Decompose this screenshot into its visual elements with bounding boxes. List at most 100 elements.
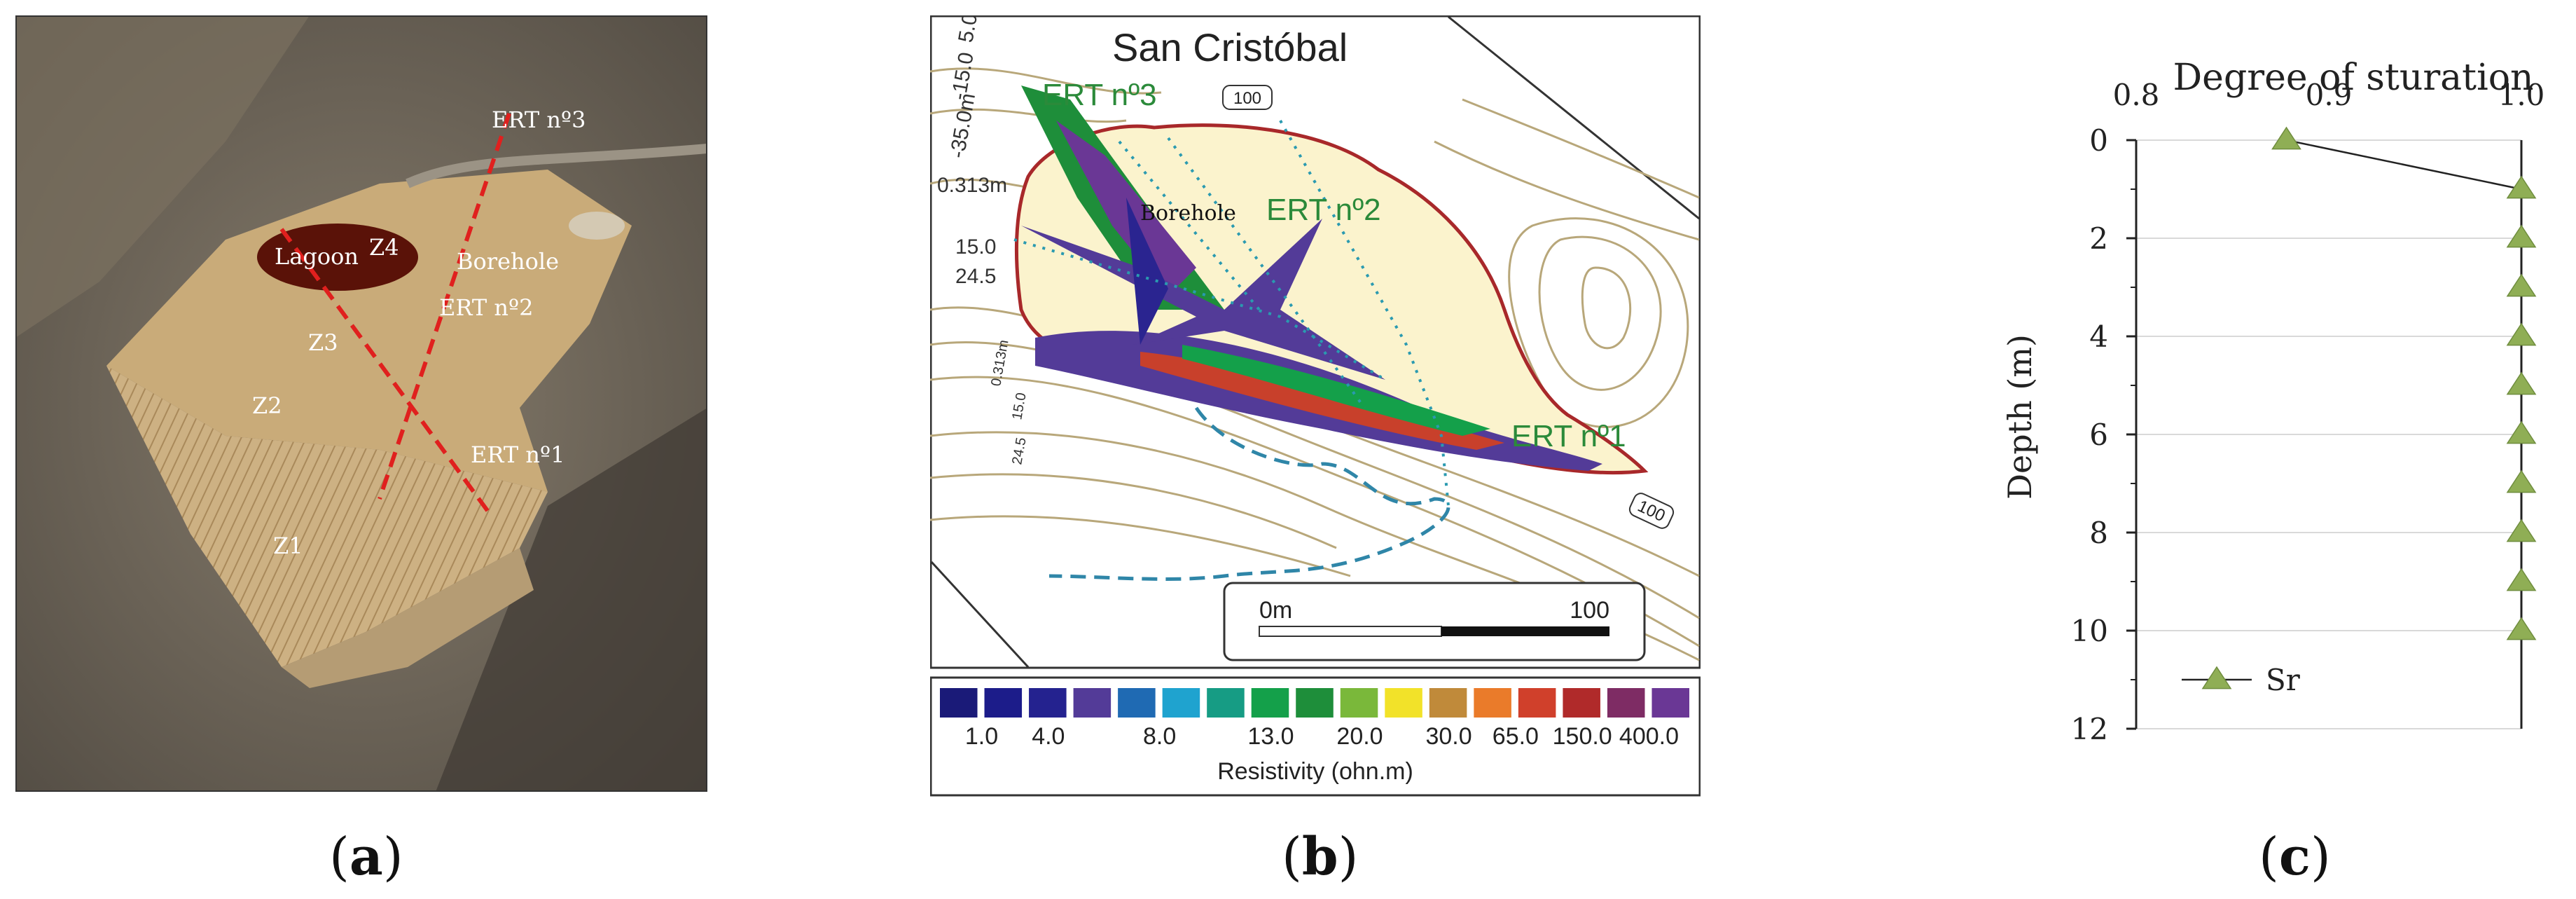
ert2-section: [1021, 219, 1385, 380]
x-tick-label: 0.8: [2113, 78, 2160, 112]
label-z2: Z2: [252, 392, 282, 419]
legend-swatch: [1296, 688, 1334, 718]
chart-legend: Sr: [2182, 663, 2301, 697]
x-tick-label: 0.9: [2306, 78, 2353, 112]
label-z3: Z3: [308, 329, 338, 356]
ert1-section-green: [1182, 345, 1490, 436]
legend-tick-label: 1.0: [965, 723, 998, 750]
legend-swatch: [1251, 688, 1289, 718]
legend-tick-label: 13.0: [1247, 723, 1294, 750]
legend-swatch: [1518, 688, 1556, 718]
legend-label: Sr: [2266, 663, 2301, 697]
y-tick-label: 4: [2089, 320, 2108, 354]
data-point: [2506, 175, 2537, 199]
y-tick-label: 2: [2089, 221, 2108, 256]
legend-tick-label: 65.0: [1493, 723, 1539, 750]
legend-ticks: 1.0 4.0 8.0 13.0 20.0 30.0 65.0 150.0 400.0: [965, 723, 1679, 750]
map-title: San Cristóbal: [1112, 25, 1348, 69]
chart-title: Degree of sturation: [2173, 57, 2533, 99]
tailings-slope: [106, 366, 548, 667]
panel-a-map: ERT nº3 Lagoon Z4 Borehole ERT nº2 Z3 Z2…: [15, 15, 707, 792]
panel-c-label: (c): [2259, 827, 2331, 887]
legend-swatch: [1474, 688, 1511, 718]
data-point: [2271, 126, 2301, 150]
tailings-upper: [106, 170, 632, 492]
legend-tick-label: 150.0: [1553, 723, 1612, 750]
label-z4: Z4: [369, 234, 399, 261]
data-point: [2506, 568, 2537, 591]
data-point: [2506, 224, 2537, 248]
label-z1: Z1: [273, 533, 303, 559]
legend-tick-label: 30.0: [1425, 723, 1471, 750]
label-ert3: ERT nº3: [492, 107, 586, 133]
ert-dotted-lines: [1013, 120, 1450, 507]
dashed-stream: [1048, 406, 1450, 581]
y-tick-label: 6: [2089, 418, 2108, 452]
chart-y-ticks: 0 2 4 6 8 10 12: [2071, 123, 2136, 746]
data-point: [2506, 469, 2537, 493]
svg-text:0.313m: 0.313m: [937, 174, 1007, 197]
ert3-line: [378, 113, 511, 500]
panel-c-letter: c: [2278, 827, 2311, 887]
data-point: [2506, 371, 2537, 395]
lagoon-shape: [257, 224, 418, 291]
ert2-label: ERT nº2: [1266, 193, 1381, 227]
panel-c-chart: Degree of sturation Depth (m) 0.8 0.9 1.0 …: [2001, 57, 2545, 746]
ert3-label: ERT nº3: [1042, 78, 1157, 112]
legend-tick-label: 400.0: [1619, 723, 1679, 750]
legend-swatch: [1162, 688, 1200, 718]
legend-swatch: [1340, 688, 1378, 718]
legend-swatch: [1385, 688, 1422, 718]
svg-text:24.5: 24.5: [955, 265, 996, 288]
legend-swatch: [1563, 688, 1600, 718]
data-point: [2506, 519, 2537, 542]
ert2-section-b: [1126, 198, 1168, 345]
data-point: [2506, 273, 2537, 297]
legend-swatch: [1651, 688, 1689, 718]
legend-marker: [2201, 666, 2232, 689]
terrain-ridge: [15, 15, 310, 338]
legend-swatch: [940, 688, 978, 718]
y-tick-label: 10: [2071, 614, 2108, 648]
panel-b-label: (b): [1282, 827, 1359, 887]
x-tick-label: 1.0: [2498, 78, 2545, 112]
ert3-section-inner: [1056, 121, 1196, 296]
label-lagoon: Lagoon: [275, 243, 359, 270]
legend-swatch: [984, 688, 1023, 718]
pond: [569, 212, 625, 240]
legend-swatch: [1429, 688, 1467, 718]
panel-b-letter: b: [1301, 827, 1338, 887]
svg-text:15.0: 15.0: [955, 235, 996, 259]
chart-grid: [2135, 139, 2523, 729]
legend-swatch: [1118, 688, 1156, 718]
legend-tick-label: 20.0: [1336, 723, 1383, 750]
legend-swatch: [1029, 688, 1067, 718]
label-ert1: ERT nº1: [471, 441, 565, 468]
chart-ylabel: Depth (m): [2001, 334, 2039, 500]
y-tick-label: 8: [2089, 516, 2108, 550]
panel-a-frame: [15, 15, 707, 792]
series-line: [2286, 139, 2523, 631]
legend-swatch: [1607, 688, 1645, 718]
resistivity-legend: 1.0 4.0 8.0 13.0 20.0 30.0 65.0 150.0 400.0 Resi…: [930, 676, 1701, 797]
contour-label-top: 100: [1222, 85, 1273, 110]
data-point: [2506, 322, 2537, 346]
y-tick-label: 0: [2089, 123, 2108, 158]
svg-text:100: 100: [1233, 89, 1261, 108]
panel-a-letter: a: [349, 827, 383, 887]
legend-tick-label: 8.0: [1143, 723, 1176, 750]
panel-b-map: San Cristóbal ERT nº3 ERT nº2 ERT nº1 Bo…: [930, 15, 1701, 797]
svg-text:100: 100: [1570, 597, 1609, 624]
y-tick-label: 12: [2071, 712, 2108, 746]
borehole-label: Borehole: [1140, 201, 1236, 226]
data-point: [2506, 617, 2537, 640]
panel-a-label: (a): [329, 827, 403, 887]
scale-bar: 0m 100: [1223, 582, 1646, 661]
svg-text:0m: 0m: [1259, 597, 1292, 624]
ert1-section-warm: [1140, 352, 1504, 450]
data-point: [2506, 420, 2537, 444]
terrain-shadow: [436, 408, 707, 792]
ert1-line: [279, 228, 494, 518]
legend-swatches: [940, 688, 1689, 718]
legend-swatch: [1073, 688, 1112, 718]
